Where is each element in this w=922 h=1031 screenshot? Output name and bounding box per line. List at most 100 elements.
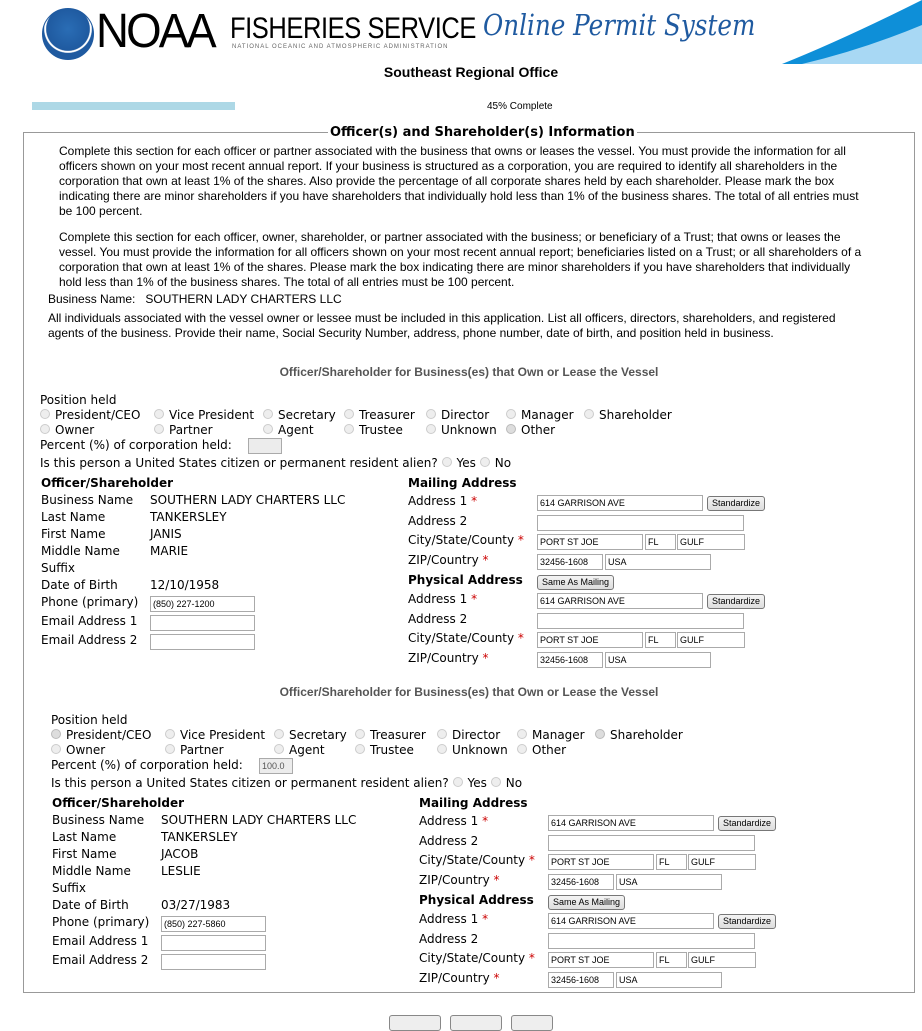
position-radio-manager[interactable]: Manager (506, 408, 574, 422)
mailing-standardize-button[interactable]: Standardize (707, 496, 766, 511)
radio-button[interactable] (154, 424, 164, 434)
radio-button[interactable] (506, 409, 516, 419)
save-button[interactable] (450, 1015, 502, 1031)
mailing-address2-input[interactable] (548, 835, 755, 851)
radio-button[interactable] (355, 744, 365, 754)
position-radio-director[interactable]: Director (437, 728, 500, 742)
radio-button[interactable] (517, 729, 527, 739)
mailing-country-input[interactable]: USA (605, 554, 711, 570)
position-radio-president-ceo[interactable]: President/CEO (40, 408, 140, 422)
position-radio-owner[interactable]: Owner (40, 423, 94, 437)
physical-address2-input[interactable] (537, 613, 744, 629)
position-radio-agent[interactable]: Agent (263, 423, 314, 437)
radio-button[interactable] (344, 424, 354, 434)
physical-address2-input[interactable] (548, 933, 755, 949)
mailing-address2-input[interactable] (537, 515, 744, 531)
position-radio-shareholder[interactable]: Shareholder (584, 408, 672, 422)
position-radio-vice-president[interactable]: Vice President (154, 408, 254, 422)
citizen-no-radio[interactable] (490, 777, 501, 787)
position-radio-vice-president[interactable]: Vice President (165, 728, 265, 742)
position-radio-unknown[interactable]: Unknown (426, 423, 497, 437)
position-radio-shareholder[interactable]: Shareholder (595, 728, 683, 742)
citizen-yes-radio[interactable] (441, 457, 452, 467)
position-radio-partner[interactable]: Partner (154, 423, 213, 437)
mailing-state-input[interactable]: FL (645, 534, 676, 550)
physical-country-input[interactable]: USA (616, 972, 722, 988)
position-radio-treasurer[interactable]: Treasurer (355, 728, 426, 742)
email2-input[interactable] (150, 634, 255, 650)
radio-button[interactable] (426, 424, 436, 434)
physical-standardize-button[interactable]: Standardize (718, 914, 777, 929)
percent-input[interactable] (248, 438, 282, 454)
mailing-county-input[interactable]: GULF (677, 534, 745, 550)
position-radio-unknown[interactable]: Unknown (437, 743, 508, 757)
physical-state-input[interactable]: FL (656, 952, 687, 968)
physical-country-input[interactable]: USA (605, 652, 711, 668)
radio-button[interactable] (263, 409, 273, 419)
radio-button[interactable] (40, 424, 50, 434)
next-button[interactable] (511, 1015, 553, 1031)
position-radio-president-ceo[interactable]: President/CEO (51, 728, 151, 742)
position-radio-secretary[interactable]: Secretary (274, 728, 347, 742)
radio-button[interactable] (517, 744, 527, 754)
radio-button[interactable] (165, 729, 175, 739)
radio-button[interactable] (584, 409, 594, 419)
mailing-address1-input[interactable]: 614 GARRISON AVE (537, 495, 703, 511)
radio-button[interactable] (165, 744, 175, 754)
radio-button[interactable] (355, 729, 365, 739)
same-as-mailing-button[interactable]: Same As Mailing (537, 575, 615, 590)
mailing-country-input[interactable]: USA (616, 874, 722, 890)
radio-button[interactable] (51, 744, 61, 754)
position-radio-other[interactable]: Other (517, 743, 566, 757)
mailing-city-input[interactable]: PORT ST JOE (548, 854, 654, 870)
position-radio-owner[interactable]: Owner (51, 743, 105, 757)
position-radio-secretary[interactable]: Secretary (263, 408, 336, 422)
radio-button[interactable] (40, 409, 50, 419)
position-radio-trustee[interactable]: Trustee (344, 423, 403, 437)
physical-address1-input[interactable]: 614 GARRISON AVE (537, 593, 703, 609)
physical-address1-input[interactable]: 614 GARRISON AVE (548, 913, 714, 929)
position-radio-manager[interactable]: Manager (517, 728, 585, 742)
radio-button[interactable] (274, 744, 284, 754)
physical-city-input[interactable]: PORT ST JOE (537, 632, 643, 648)
mailing-county-input[interactable]: GULF (688, 854, 756, 870)
position-radio-partner[interactable]: Partner (165, 743, 224, 757)
radio-button[interactable] (437, 744, 447, 754)
citizen-yes-radio[interactable] (452, 777, 463, 787)
citizen-no-radio[interactable] (479, 457, 490, 467)
radio-button[interactable] (263, 424, 273, 434)
mailing-standardize-button[interactable]: Standardize (718, 816, 777, 831)
radio-button[interactable] (344, 409, 354, 419)
radio-button[interactable] (274, 729, 284, 739)
radio-button[interactable] (426, 409, 436, 419)
phone-input[interactable]: (850) 227-5860 (161, 916, 266, 932)
physical-county-input[interactable]: GULF (688, 952, 756, 968)
physical-standardize-button[interactable]: Standardize (707, 594, 766, 609)
physical-state-input[interactable]: FL (645, 632, 676, 648)
physical-zip-input[interactable]: 32456-1608 (537, 652, 603, 668)
position-radio-director[interactable]: Director (426, 408, 489, 422)
mailing-zip-input[interactable]: 32456-1608 (548, 874, 614, 890)
radio-button[interactable] (437, 729, 447, 739)
percent-input[interactable]: 100.0 (259, 758, 293, 774)
radio-button[interactable] (51, 729, 61, 739)
radio-button[interactable] (154, 409, 164, 419)
radio-button[interactable] (595, 729, 605, 739)
mailing-zip-input[interactable]: 32456-1608 (537, 554, 603, 570)
phone-input[interactable]: (850) 227-1200 (150, 596, 255, 612)
mailing-state-input[interactable]: FL (656, 854, 687, 870)
position-radio-agent[interactable]: Agent (274, 743, 325, 757)
mailing-city-input[interactable]: PORT ST JOE (537, 534, 643, 550)
position-radio-trustee[interactable]: Trustee (355, 743, 414, 757)
email1-input[interactable] (150, 615, 255, 631)
back-button[interactable] (389, 1015, 441, 1031)
mailing-address1-input[interactable]: 614 GARRISON AVE (548, 815, 714, 831)
physical-county-input[interactable]: GULF (677, 632, 745, 648)
email1-input[interactable] (161, 935, 266, 951)
physical-city-input[interactable]: PORT ST JOE (548, 952, 654, 968)
email2-input[interactable] (161, 954, 266, 970)
position-radio-other[interactable]: Other (506, 423, 555, 437)
same-as-mailing-button[interactable]: Same As Mailing (548, 895, 626, 910)
physical-zip-input[interactable]: 32456-1608 (548, 972, 614, 988)
radio-button[interactable] (506, 424, 516, 434)
